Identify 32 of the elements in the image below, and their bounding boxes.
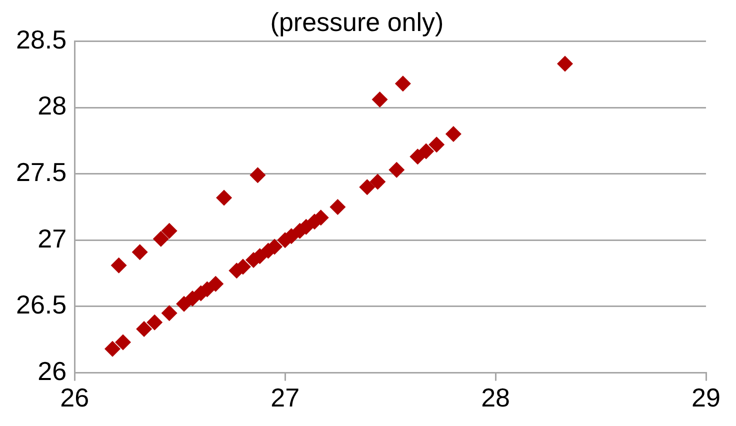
point	[146, 314, 163, 330]
point	[359, 179, 376, 196]
point	[104, 340, 120, 357]
point	[394, 76, 411, 92]
point	[250, 167, 266, 184]
x-tick-label: 28	[481, 382, 510, 413]
y-tick-label: 27.5	[16, 157, 67, 188]
y-tick-label: 26.5	[16, 290, 67, 320]
point	[132, 244, 148, 260]
point	[428, 136, 445, 153]
chart-title: (pressure only)	[270, 6, 444, 37]
point	[330, 199, 346, 215]
y-tick-label: 27	[38, 223, 67, 254]
point	[110, 257, 127, 274]
y-tick-label: 28.5	[16, 24, 67, 54]
x-tick-label: 29	[692, 382, 720, 413]
point	[370, 174, 386, 190]
point	[556, 56, 573, 72]
point	[208, 276, 224, 292]
point	[184, 290, 200, 307]
point	[115, 334, 132, 350]
point	[161, 222, 178, 239]
point	[388, 162, 405, 178]
x-tick-label: 27	[270, 382, 300, 413]
point	[161, 305, 178, 322]
point	[216, 190, 232, 206]
point	[445, 126, 462, 142]
point	[152, 230, 169, 247]
point	[418, 143, 434, 160]
point	[136, 321, 152, 338]
y-tick-label: 28	[38, 90, 67, 121]
point	[372, 92, 388, 108]
